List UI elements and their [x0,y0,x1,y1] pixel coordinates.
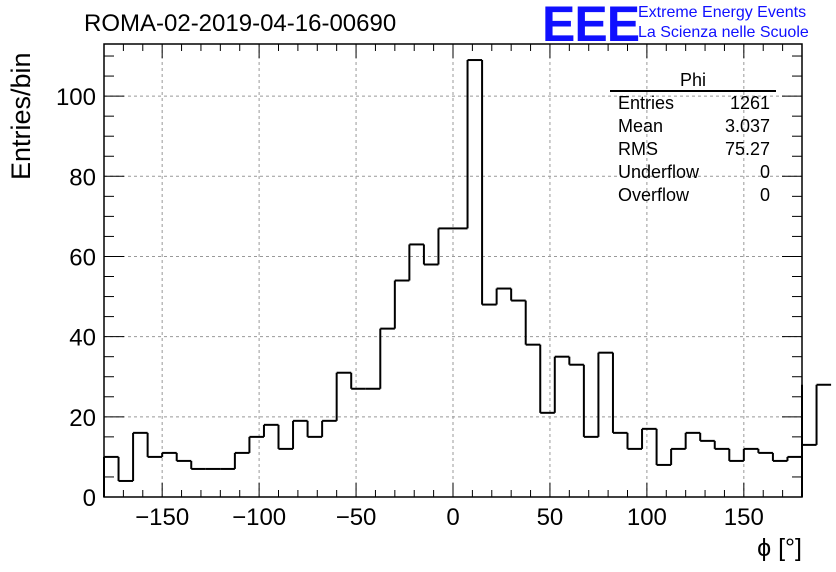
y-tick-label: 40 [69,325,96,352]
stats-label: Mean [618,116,664,136]
y-tick-label: 0 [83,485,96,512]
y-tick-label: 20 [69,405,96,432]
stats-label: Underflow [618,162,700,182]
x-tick-label: −100 [232,504,286,531]
stats-value: 3.037 [724,116,770,136]
logo-line-1: Extreme Energy Events [638,4,807,21]
stats-box: Phi Entries 1261 Mean 3.037 RMS 75.27 Un… [610,70,776,207]
y-axis-label: Entries/bin [6,52,36,180]
x-tick-label: −50 [336,504,377,531]
logo-line-2: La Scienza nelle Scuole [638,24,809,41]
stats-title: Phi [610,70,776,92]
stats-row: Entries 1261 [610,92,776,115]
stats-label: Entries [618,93,675,113]
y-tick-label: 100 [56,84,96,111]
x-tick-label: 50 [537,504,564,531]
x-axis-label: ϕ [°] [757,534,802,562]
stats-row: Underflow 0 [610,161,776,184]
eee-logo: EEE [542,0,640,52]
x-tick-label: 150 [724,504,764,531]
stats-row: RMS 75.27 [610,138,776,161]
plot-frame [103,43,803,498]
stats-row: Overflow 0 [610,184,776,207]
stats-value: 0 [759,185,770,205]
stats-label: Overflow [618,185,690,205]
stats-label: RMS [618,139,658,159]
stats-value: 0 [759,162,770,182]
stats-value: 75.27 [724,139,770,159]
chart-title: ROMA-02-2019-04-16-00690 [84,10,397,37]
stats-value: 1261 [729,93,770,113]
x-tick-label: 100 [627,504,667,531]
x-tick-label: 0 [446,504,459,531]
stats-row: Mean 3.037 [610,115,776,138]
y-tick-label: 60 [69,244,96,271]
x-tick-label: −150 [135,504,189,531]
y-tick-label: 80 [69,164,96,191]
